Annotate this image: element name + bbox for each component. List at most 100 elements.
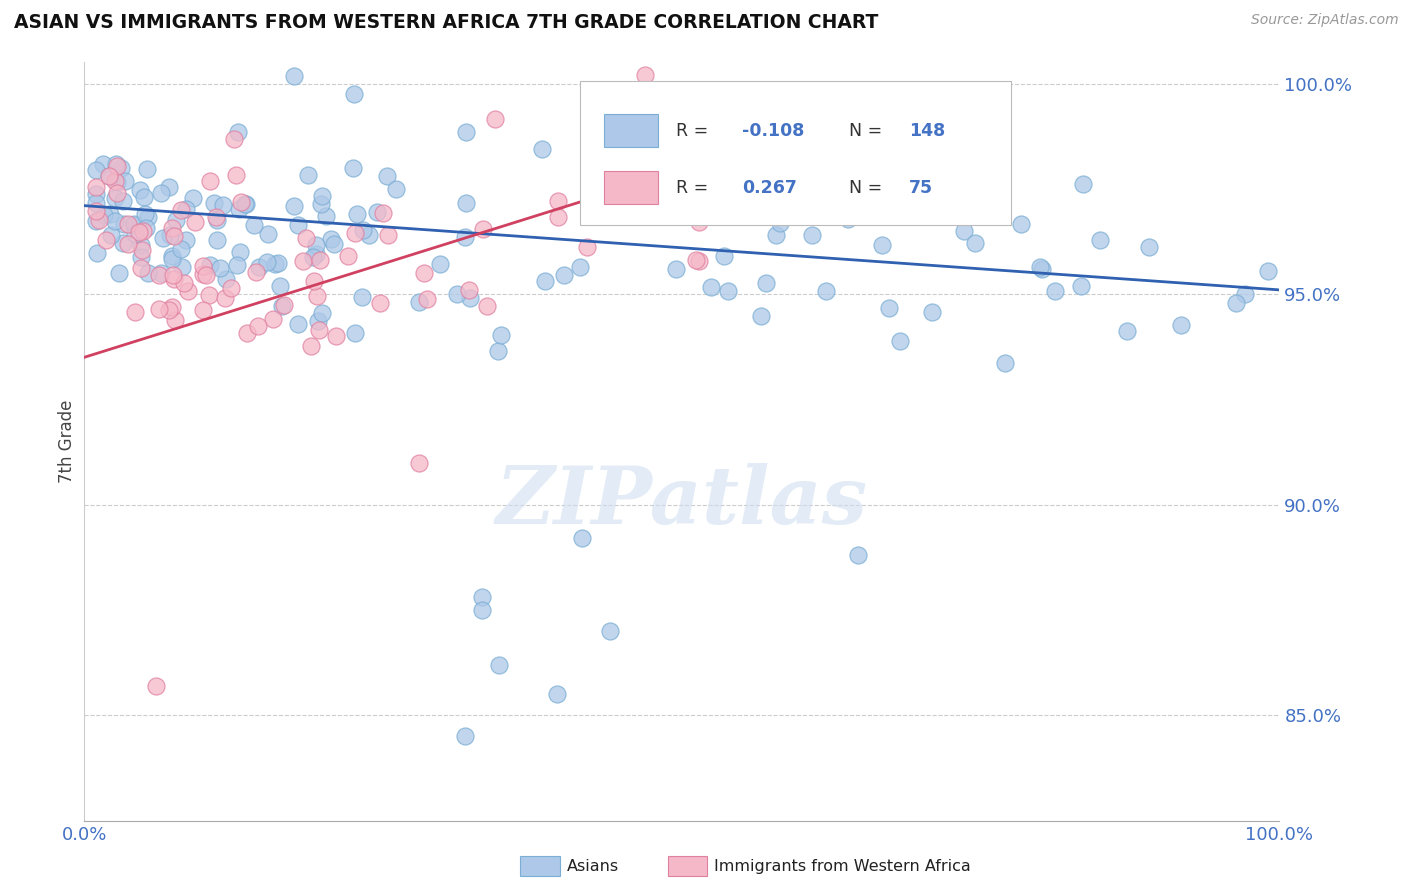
Point <box>800 227 823 242</box>
Point <box>309 196 332 211</box>
Point <box>456 126 478 140</box>
Point <box>292 254 315 268</box>
Point <box>273 298 295 312</box>
Point <box>128 183 150 197</box>
Point <box>103 191 125 205</box>
Point <box>683 195 706 210</box>
Point <box>413 266 436 280</box>
Point <box>111 194 134 209</box>
Point <box>350 290 373 304</box>
Point <box>86 213 108 227</box>
Point <box>415 292 437 306</box>
Point <box>91 157 114 171</box>
Point <box>148 302 170 317</box>
Point <box>176 202 198 217</box>
Point <box>371 206 394 220</box>
Text: N =: N = <box>849 178 889 196</box>
Point <box>219 281 242 295</box>
Point <box>264 257 287 271</box>
Point <box>243 218 266 232</box>
Point <box>717 134 740 148</box>
Y-axis label: 7th Grade: 7th Grade <box>58 400 76 483</box>
Text: -0.108: -0.108 <box>742 121 804 140</box>
Text: 148: 148 <box>910 121 945 140</box>
Point <box>97 169 120 183</box>
FancyBboxPatch shape <box>605 114 658 147</box>
Point <box>135 221 157 235</box>
Point <box>98 169 121 183</box>
Point <box>994 356 1017 370</box>
Point <box>342 161 364 175</box>
Point <box>471 591 494 605</box>
Point <box>307 314 329 328</box>
Point <box>547 194 569 209</box>
Text: R =: R = <box>676 178 714 196</box>
Point <box>311 189 333 203</box>
Point <box>765 227 787 242</box>
Point <box>202 195 225 210</box>
Point <box>270 299 292 313</box>
Point <box>169 242 191 256</box>
Point <box>475 299 498 313</box>
Point <box>877 301 900 315</box>
Point <box>159 228 181 243</box>
Point <box>136 266 159 280</box>
FancyBboxPatch shape <box>581 81 1011 226</box>
Point <box>1010 217 1032 231</box>
Text: R =: R = <box>676 121 714 140</box>
Point <box>112 217 135 231</box>
Point <box>368 296 391 310</box>
Point <box>553 268 575 282</box>
Point <box>128 225 150 239</box>
Point <box>98 206 121 220</box>
Point <box>148 268 170 283</box>
Point <box>283 70 305 84</box>
Point <box>191 259 214 273</box>
Point <box>152 231 174 245</box>
Point <box>921 305 943 319</box>
Point <box>484 112 506 126</box>
Point <box>377 169 399 183</box>
Point <box>198 258 221 272</box>
Point <box>700 280 723 294</box>
Point <box>571 532 593 546</box>
Point <box>837 212 859 227</box>
Point <box>105 186 128 201</box>
Point <box>665 262 688 277</box>
Point <box>738 196 761 211</box>
Point <box>262 312 284 326</box>
Point <box>336 249 359 263</box>
Point <box>177 285 200 299</box>
Point <box>308 323 330 337</box>
Point <box>184 215 207 229</box>
Point <box>134 207 156 221</box>
Point <box>200 174 222 188</box>
Point <box>225 258 247 272</box>
Text: Source: ZipAtlas.com: Source: ZipAtlas.com <box>1251 13 1399 28</box>
FancyBboxPatch shape <box>605 171 658 204</box>
Point <box>446 287 468 301</box>
Point <box>575 240 598 254</box>
Point <box>122 217 145 231</box>
Point <box>131 224 153 238</box>
Point <box>1225 296 1247 310</box>
Point <box>157 180 180 194</box>
Point <box>208 260 231 275</box>
Point <box>688 254 710 268</box>
Point <box>162 268 184 282</box>
Point <box>547 210 569 224</box>
Point <box>160 252 183 266</box>
Point <box>1071 177 1094 191</box>
Point <box>131 238 153 252</box>
Point <box>295 230 318 244</box>
Point <box>311 306 333 320</box>
Point <box>685 252 707 267</box>
Point <box>1116 324 1139 338</box>
Point <box>1257 264 1279 278</box>
Point <box>471 603 494 617</box>
Point <box>124 227 146 241</box>
Point <box>688 215 710 229</box>
Point <box>160 301 183 315</box>
Point <box>86 187 108 202</box>
Point <box>163 228 186 243</box>
